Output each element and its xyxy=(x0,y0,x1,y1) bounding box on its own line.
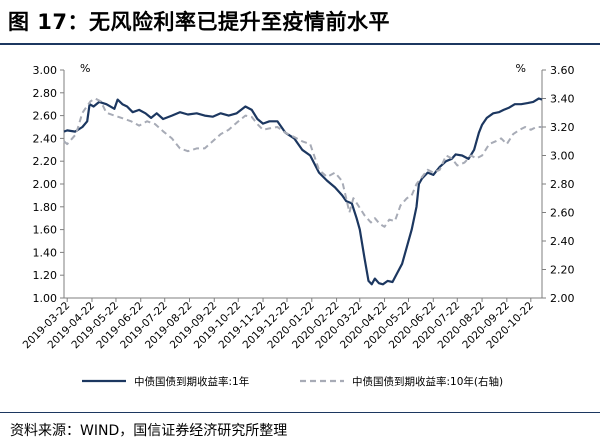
series-10y-line xyxy=(63,97,542,228)
y-left-tick-label: 3.00 xyxy=(33,64,58,77)
y-left-tick-label: 2.00 xyxy=(33,178,58,191)
y-right-tick-label: 2.20 xyxy=(550,264,575,277)
title-underline xyxy=(0,43,600,45)
y-right-tick-label: 3.60 xyxy=(550,64,575,77)
y-left-tick-label: 1.20 xyxy=(33,269,58,282)
chart-axes: 1.00 1.20 1.40 1.60 1.80 2.00 2.20 2.40 2.60 2.80… xyxy=(21,62,575,351)
series-1y-line xyxy=(63,97,543,286)
y-left-tick-label: 2.40 xyxy=(33,132,58,145)
y-right-tick-label: 2.80 xyxy=(550,178,575,191)
y-right-tick-label: 2.00 xyxy=(550,292,575,305)
figure-title: 图 17：无风险利率已提升至疫情前水平 xyxy=(8,10,391,34)
legend-item-10y-label: 中债国债到期收益率:10年(右轴) xyxy=(352,375,503,388)
chart-series xyxy=(63,97,543,286)
y-left-tick-label: 2.20 xyxy=(33,155,58,168)
y-right-tick-label: 3.20 xyxy=(550,121,575,134)
figure-title-bar: 图 17：无风险利率已提升至疫情前水平 xyxy=(0,0,600,48)
y-right-tick-label: 2.60 xyxy=(550,207,575,220)
y-left-tick-label: 2.80 xyxy=(33,87,58,100)
y-right-tick-label: 2.40 xyxy=(550,235,575,248)
y-left-tick-label: 1.40 xyxy=(33,246,58,259)
y-left-tick-label: 1.60 xyxy=(33,224,58,237)
figure-source: 资料来源：WIND，国信证券经济研究所整理 xyxy=(10,423,288,439)
source-divider xyxy=(0,412,600,413)
y-right-tick-label: 3.00 xyxy=(550,150,575,163)
y-left-unit-label: % xyxy=(80,62,90,75)
yield-chart: 1.00 1.20 1.40 1.60 1.80 2.00 2.20 2.40 2.60 2.80… xyxy=(21,62,575,388)
y-left-tick-label: 2.60 xyxy=(33,110,58,123)
legend-item-1y-label: 中债国债到期收益率:1年 xyxy=(134,375,249,388)
y-right-unit-label: % xyxy=(516,62,526,75)
y-right-tick-label: 3.40 xyxy=(550,93,575,106)
chart-legend: 中债国债到期收益率:1年 中债国债到期收益率:10年(右轴) xyxy=(82,375,503,388)
y-left-tick-label: 1.00 xyxy=(33,292,58,305)
y-left-tick-label: 1.80 xyxy=(33,201,58,214)
